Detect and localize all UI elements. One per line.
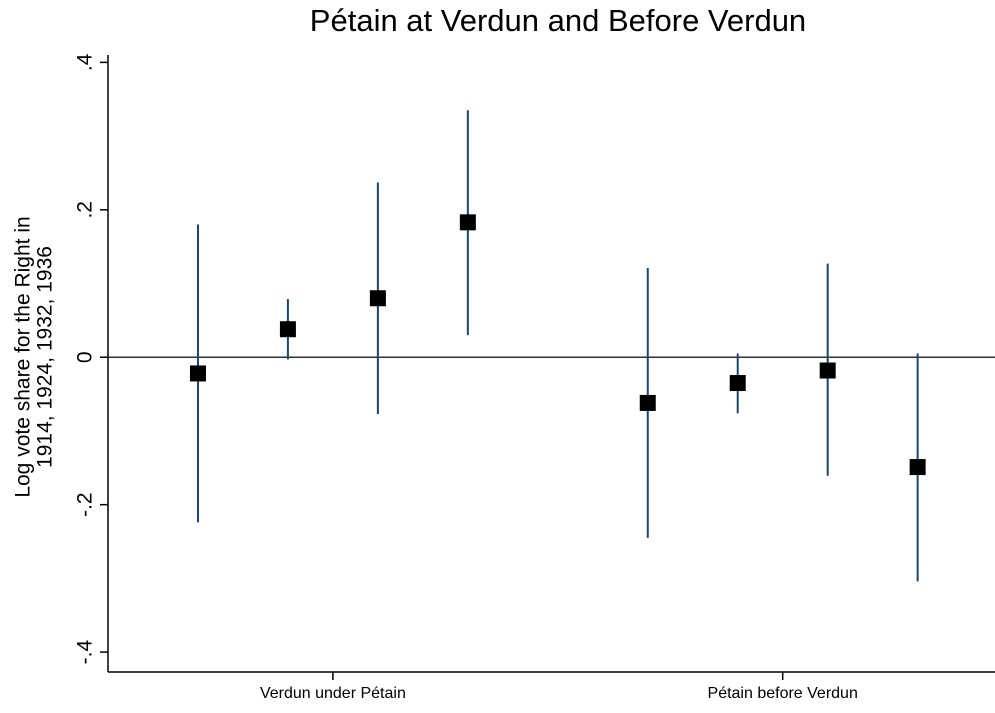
x-tick-label: Pétain before Verdun — [708, 685, 858, 702]
point-marker — [909, 459, 926, 476]
y-tick-label: .2 — [74, 201, 97, 219]
y-axis-label: Log vote share for the Right in — [12, 216, 35, 497]
chart-title: Pétain at Verdun and Before Verdun — [310, 3, 806, 38]
y-tick-label: -.4 — [74, 640, 97, 665]
point-marker — [729, 375, 746, 392]
point-marker — [279, 321, 296, 338]
x-tick-label: Verdun under Pétain — [260, 685, 406, 702]
point-marker — [639, 394, 656, 411]
y-tick-label: -.2 — [74, 492, 97, 517]
y-tick-label: .4 — [74, 53, 97, 71]
point-marker — [189, 365, 206, 382]
point-marker — [369, 290, 386, 307]
point-marker — [819, 362, 836, 379]
y-axis-label: 1914, 1924, 1932, 1936 — [34, 246, 57, 468]
point-marker — [459, 214, 476, 231]
y-tick-label: 0 — [74, 351, 97, 363]
